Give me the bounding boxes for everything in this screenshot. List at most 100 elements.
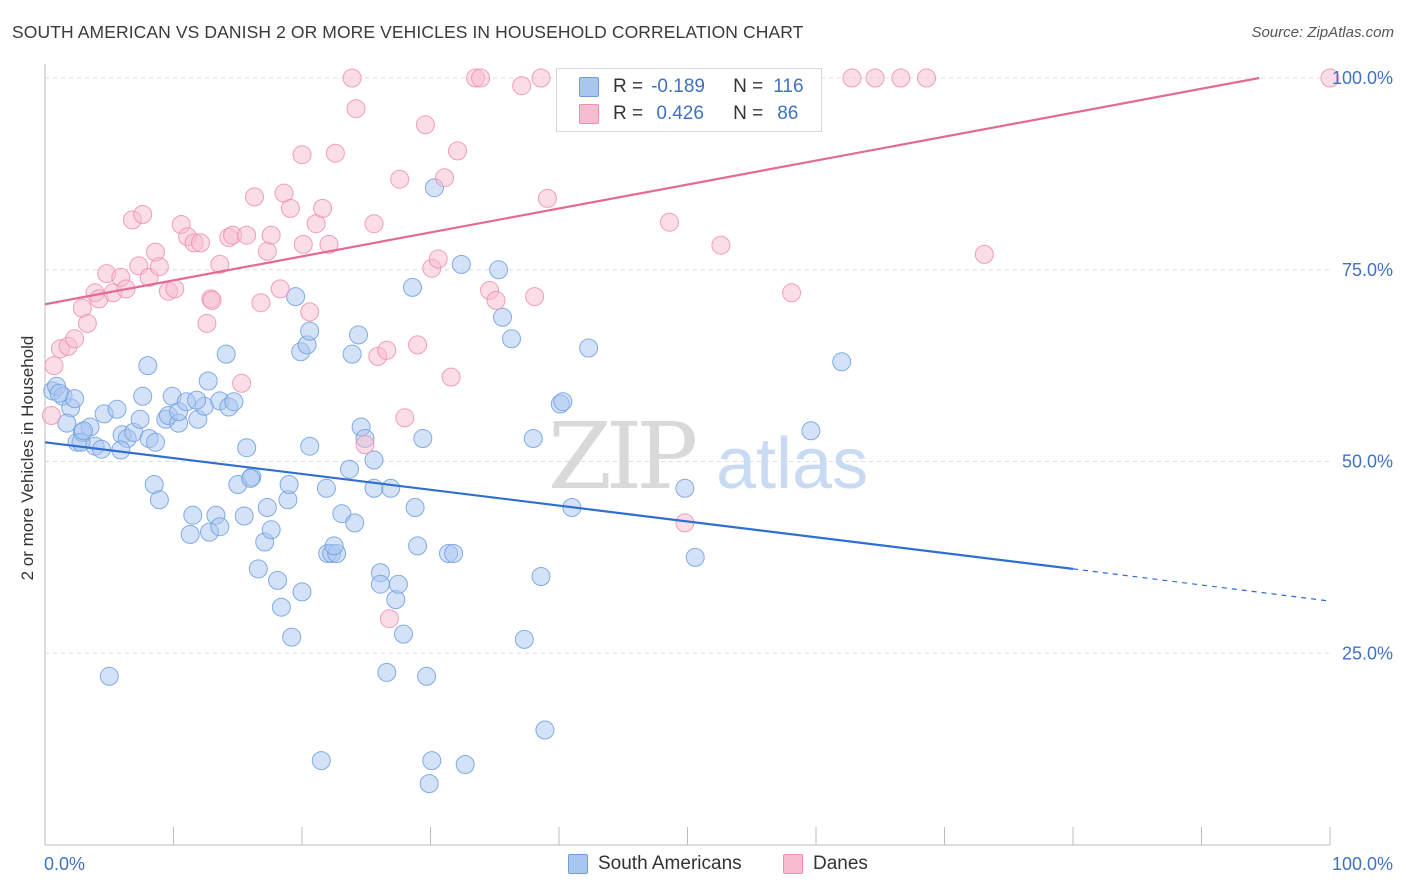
danes-point — [711, 235, 731, 255]
axes — [44, 64, 1331, 846]
south-american-point — [268, 570, 288, 590]
danes-point — [537, 188, 557, 208]
south-american-point — [57, 413, 77, 433]
danes-point — [202, 290, 222, 310]
south-american-point — [514, 629, 534, 649]
south-american-point — [364, 450, 384, 470]
south-american-point — [370, 574, 390, 594]
danes-point — [428, 249, 448, 269]
south-american-point — [146, 432, 165, 452]
danes-point — [408, 335, 428, 355]
south-american-point — [248, 559, 268, 579]
x-tick-label-min: 0.0% — [44, 854, 85, 874]
south-american-point — [74, 421, 93, 441]
south-american-point — [241, 468, 261, 488]
south-american-point — [417, 666, 437, 686]
south-american-point — [316, 478, 336, 498]
danes-point — [1320, 68, 1340, 88]
danes-point — [390, 169, 410, 189]
south-american-point — [405, 498, 425, 517]
danes-point — [415, 115, 435, 135]
south-american-point — [286, 287, 306, 307]
south-american-point — [413, 429, 433, 448]
south-american-point — [422, 751, 442, 771]
danes-point — [257, 241, 277, 261]
danes-trend-line — [44, 76, 1260, 306]
legend-n-label: N = — [733, 76, 764, 97]
south-american-point — [455, 755, 475, 774]
danes-point — [531, 68, 551, 88]
south-american-point — [342, 344, 362, 364]
gridlines — [45, 77, 1330, 654]
legend-n-label: N = — [733, 103, 764, 124]
danes-point — [292, 145, 312, 165]
south-american-point — [324, 536, 344, 556]
south-american-point — [107, 399, 127, 419]
danes-point — [865, 68, 885, 88]
south-american-point — [832, 352, 852, 372]
danes-point — [261, 225, 281, 245]
danes-point — [300, 302, 320, 322]
south-american-point — [216, 344, 236, 364]
south-american-point — [493, 307, 512, 327]
south-american-point — [444, 544, 464, 563]
danes-point — [448, 141, 467, 161]
south-american-point — [133, 386, 153, 406]
danes-point — [44, 356, 64, 376]
danes-point — [346, 99, 366, 119]
south-americans-trend-extension — [1072, 568, 1331, 602]
legend-swatch-danes — [579, 104, 599, 124]
danes-point — [435, 168, 455, 188]
danes-point — [270, 279, 290, 299]
bottom-legend-swatch-south-americans — [568, 854, 588, 874]
danes-point — [917, 68, 936, 88]
legend-n-value: 86 — [777, 103, 799, 124]
chart-title: SOUTH AMERICAN VS DANISH 2 OR MORE VEHIC… — [12, 22, 804, 42]
south-american-point — [311, 751, 331, 771]
legend-row-south-americans: R = -0.189 N = 116 — [579, 75, 804, 99]
bottom-legend-swatch-danes — [783, 854, 803, 874]
danes-point — [355, 435, 375, 455]
south-american-point — [271, 597, 291, 617]
watermark-zip: ZIP — [548, 403, 695, 510]
watermark-atlas: atlas — [716, 424, 868, 504]
legend-n-value: 116 — [773, 76, 804, 97]
south-american-point — [198, 371, 218, 391]
south-american-point — [394, 624, 413, 644]
south-american-point — [489, 260, 509, 280]
south-american-point — [332, 504, 352, 524]
south-american-point — [292, 582, 312, 602]
danes-point — [379, 609, 399, 629]
danes-point — [237, 225, 257, 245]
trend-lines — [44, 76, 1331, 602]
bottom-legend-danes: Danes — [783, 852, 868, 876]
south-american-point — [801, 421, 821, 441]
legend: R = -0.189 N = 116 R = 0.426 N = 86 — [556, 68, 822, 132]
south-american-point — [349, 325, 368, 345]
danes-point — [77, 313, 97, 333]
danes-point — [364, 214, 384, 234]
south-american-point — [279, 475, 299, 494]
danes-point — [210, 254, 230, 274]
danes-point — [149, 257, 169, 277]
bottom-legend-label: South Americans — [598, 853, 742, 874]
danes-point — [319, 234, 339, 254]
danes-point — [486, 290, 506, 310]
danes-point — [41, 406, 61, 425]
south-american-point — [523, 429, 543, 448]
south-american-point — [531, 567, 551, 586]
y-tick-label: 50.0% — [1342, 452, 1393, 472]
south-american-point — [300, 321, 320, 341]
south-american-point — [261, 520, 281, 540]
south-american-point — [300, 436, 320, 456]
watermark: ZIP atlas — [548, 403, 868, 510]
south-american-point — [675, 478, 695, 498]
y-axis-title: 2 or more Vehicles in Household — [18, 336, 37, 581]
south-american-point — [535, 720, 555, 740]
danes-point — [325, 143, 345, 163]
south-american-point — [234, 506, 254, 526]
danes-point — [395, 408, 415, 428]
bottom-legend-south-americans: South Americans — [568, 852, 742, 876]
danes-point — [280, 198, 300, 218]
